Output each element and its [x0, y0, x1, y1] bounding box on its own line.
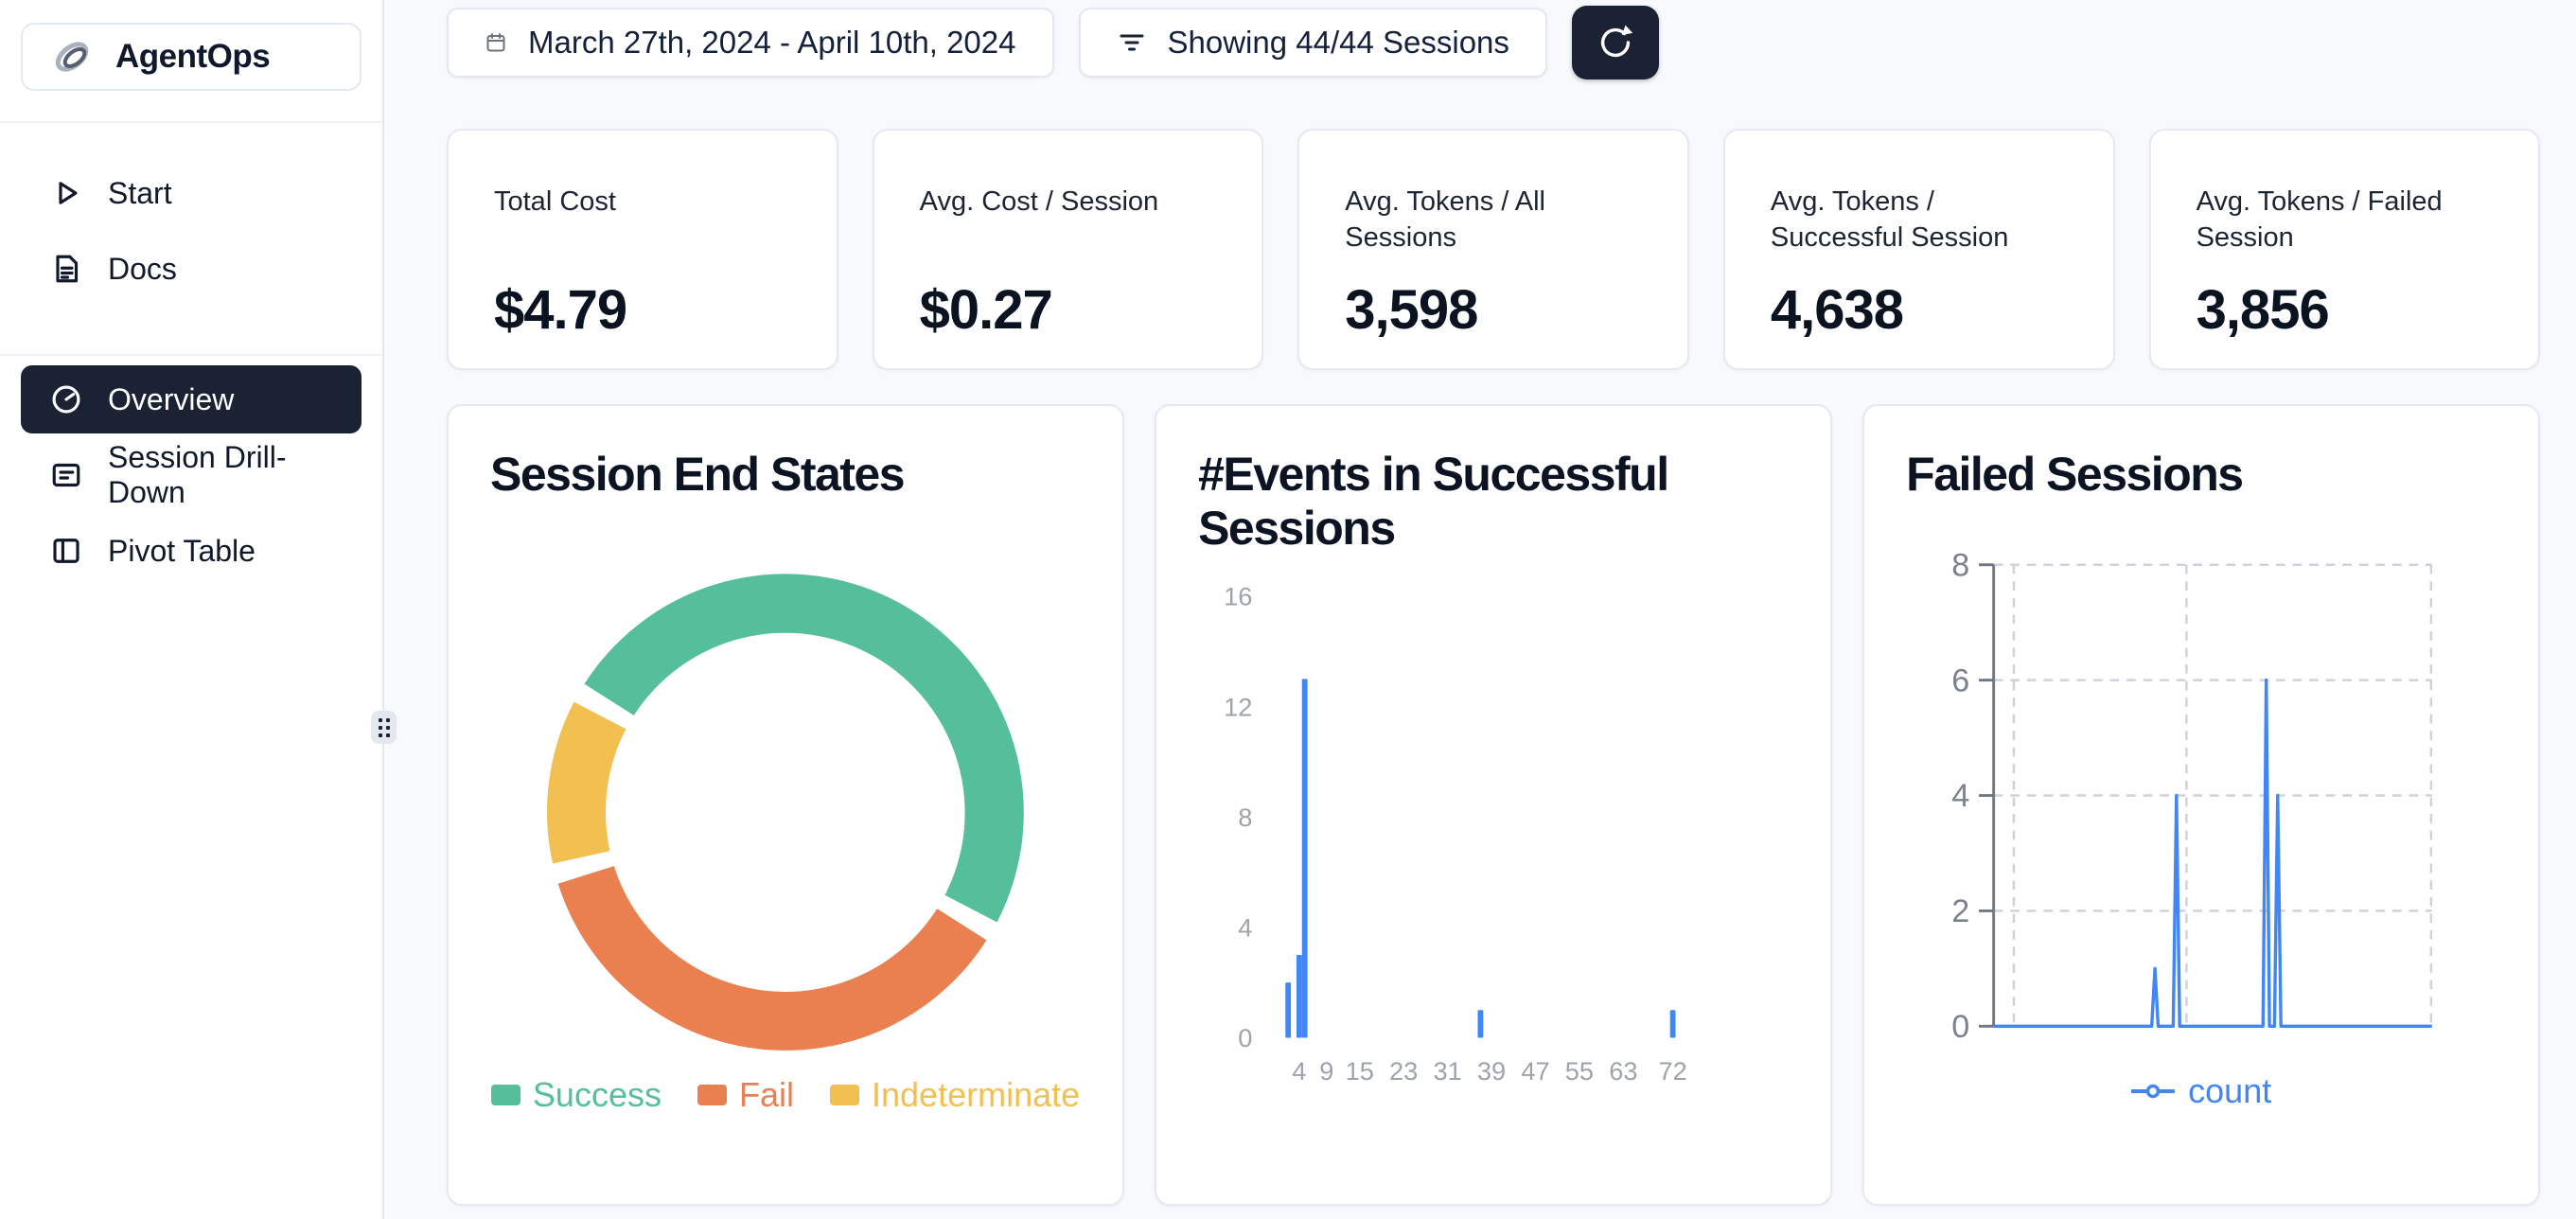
- date-range-button[interactable]: March 27th, 2024 - April 10th, 2024: [447, 8, 1054, 78]
- svg-text:15: 15: [1346, 1056, 1374, 1086]
- sidebar-item-label: Session Drill-Down: [108, 440, 287, 509]
- svg-text:2: 2: [1951, 893, 1969, 929]
- stat-card-avg-tokens-all: Avg. Tokens / All Sessions 3,598: [1297, 129, 1689, 370]
- play-icon: [49, 176, 83, 210]
- session-end-states-card: Session End States Success Fail Indetermin…: [447, 404, 1125, 1206]
- svg-text:63: 63: [1609, 1056, 1637, 1086]
- refresh-button[interactable]: [1571, 6, 1659, 80]
- count-legend-label: count: [2188, 1071, 2272, 1110]
- stat-value: $0.27: [919, 279, 1053, 341]
- stat-value: 3,856: [2196, 279, 2330, 341]
- sidebar-item-label: Start: [108, 175, 172, 210]
- brand-name: AgentOps: [115, 38, 271, 75]
- stat-value: $4.79: [494, 279, 627, 341]
- events-bar-chart[interactable]: 0 4 8 12 16 4 9 15 23 31 39 47 55 63 72: [1198, 559, 1789, 1120]
- sidebar-item-label: Pivot Table: [108, 533, 256, 568]
- sidebar-item-overview[interactable]: Overview: [21, 365, 362, 433]
- filter-icon: [1117, 27, 1147, 58]
- charts-row: Session End States Success Fail Indetermin…: [447, 404, 2541, 1206]
- stat-card-total-cost: Total Cost $4.79: [447, 129, 838, 370]
- chart-title: Session End States: [490, 448, 906, 501]
- legend-item[interactable]: Indeterminate: [830, 1075, 1080, 1115]
- events-histogram-card: #Events in Successful Sessions 0 4 8 12 16 4 9…: [1155, 404, 1833, 1206]
- legend-label: Indeterminate: [872, 1075, 1081, 1114]
- failed-sessions-line-chart[interactable]: 0 2 4 6 8: [1906, 517, 2497, 1075]
- brand-logo-box[interactable]: AgentOps: [21, 23, 362, 91]
- sidebar-nav-secondary: Overview Session Drill-Down Pivot Table: [21, 365, 362, 585]
- stat-card-avg-tokens-successful: Avg. Tokens / Successful Session 4,638: [1722, 129, 2115, 370]
- sidebar-item-label: Docs: [108, 251, 177, 286]
- sidebar-divider-bottom: [0, 354, 382, 356]
- legend-item[interactable]: Success: [490, 1075, 662, 1115]
- svg-text:72: 72: [1659, 1056, 1687, 1086]
- svg-text:31: 31: [1434, 1056, 1462, 1086]
- date-range-label: March 27th, 2024 - April 10th, 2024: [528, 25, 1016, 60]
- stat-label: Avg. Tokens / Successful Session: [1770, 186, 2009, 253]
- legend-label: Fail: [738, 1075, 794, 1114]
- svg-text:39: 39: [1477, 1056, 1506, 1086]
- gauge-icon: [49, 382, 83, 416]
- legend-item[interactable]: Fail: [697, 1075, 794, 1115]
- stat-label: Avg. Tokens / Failed Session: [2196, 186, 2443, 253]
- svg-text:8: 8: [1951, 547, 1969, 583]
- list-icon: [49, 458, 83, 492]
- svg-text:0: 0: [1951, 1009, 1969, 1045]
- topbar: March 27th, 2024 - April 10th, 2024 Show…: [447, 6, 2540, 80]
- columns-icon: [49, 534, 83, 568]
- svg-text:8: 8: [1238, 803, 1252, 832]
- sidebar-item-start[interactable]: Start: [21, 159, 362, 227]
- legend-swatch: [697, 1085, 727, 1105]
- stat-label: Total Cost: [494, 186, 616, 217]
- stat-label: Avg. Cost / Session: [919, 186, 1159, 217]
- stat-card-avg-tokens-failed: Avg. Tokens / Failed Session 3,856: [2148, 129, 2541, 370]
- line-series-legend-icon: [2131, 1081, 2176, 1102]
- sidebar: AgentOps Start Docs Overvi: [0, 0, 384, 1219]
- svg-text:16: 16: [1224, 582, 1252, 611]
- svg-text:4: 4: [1951, 778, 1969, 814]
- sidebar-item-pivot-table[interactable]: Pivot Table: [21, 517, 362, 585]
- chart-title: #Events in Successful Sessions: [1198, 448, 1669, 555]
- stat-label: Avg. Tokens / All Sessions: [1345, 186, 1546, 253]
- sidebar-resize-handle[interactable]: [371, 711, 397, 744]
- sessions-filter-label: Showing 44/44 Sessions: [1167, 25, 1509, 60]
- failed-sessions-card: Failed Sessions 0 2 4 6 8 count: [1862, 404, 2541, 1206]
- svg-text:47: 47: [1521, 1056, 1549, 1086]
- stat-value: 4,638: [1770, 279, 1904, 341]
- donut-legend[interactable]: Success Fail Indeterminate: [490, 1075, 1081, 1115]
- sidebar-item-session-drill-down[interactable]: Session Drill-Down: [21, 440, 362, 509]
- legend-label: Success: [532, 1075, 662, 1114]
- stats-row: Total Cost $4.79 Avg. Cost / Session $0.…: [447, 129, 2541, 370]
- donut-chart[interactable]: [490, 556, 1081, 1068]
- refresh-icon: [1594, 21, 1637, 64]
- sidebar-divider-top: [0, 121, 382, 123]
- calendar-icon: [485, 31, 507, 54]
- svg-text:23: 23: [1389, 1056, 1418, 1086]
- main-content: March 27th, 2024 - April 10th, 2024 Show…: [371, 0, 2576, 1219]
- chart-title: Failed Sessions: [1906, 448, 2244, 501]
- stat-card-avg-cost-session: Avg. Cost / Session $0.27: [872, 129, 1264, 370]
- svg-text:12: 12: [1224, 692, 1252, 721]
- agentops-logo-icon: [49, 35, 98, 79]
- svg-text:6: 6: [1951, 662, 1969, 698]
- svg-text:55: 55: [1565, 1056, 1594, 1086]
- count-legend[interactable]: count: [1906, 1071, 2497, 1111]
- sessions-filter-button[interactable]: Showing 44/44 Sessions: [1078, 8, 1547, 78]
- sidebar-item-label: Overview: [108, 381, 235, 416]
- sidebar-nav-primary: Start Docs: [21, 159, 362, 303]
- legend-swatch: [490, 1085, 520, 1105]
- svg-text:9: 9: [1319, 1056, 1333, 1086]
- svg-text:4: 4: [1238, 913, 1252, 943]
- svg-text:0: 0: [1238, 1023, 1252, 1052]
- sidebar-item-docs[interactable]: Docs: [21, 235, 362, 303]
- docs-icon: [49, 252, 83, 286]
- stat-value: 3,598: [1345, 279, 1478, 341]
- legend-swatch: [830, 1085, 859, 1105]
- svg-text:4: 4: [1292, 1056, 1306, 1086]
